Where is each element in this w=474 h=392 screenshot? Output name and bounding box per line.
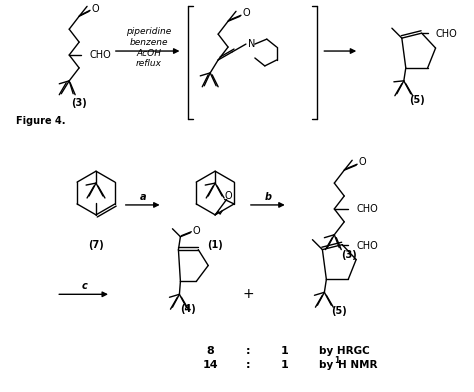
Text: :: : — [246, 346, 250, 356]
Text: CHO: CHO — [436, 29, 457, 39]
Text: (7): (7) — [88, 240, 104, 250]
Text: (5): (5) — [331, 306, 347, 316]
Text: piperidine: piperidine — [126, 27, 171, 36]
Text: a: a — [139, 192, 146, 202]
Text: N: N — [248, 39, 255, 49]
Text: 1: 1 — [281, 346, 289, 356]
Text: :: : — [246, 360, 250, 370]
Text: (5): (5) — [409, 95, 425, 105]
Text: CHO: CHO — [356, 204, 378, 214]
Text: by: by — [319, 360, 337, 370]
Text: c: c — [81, 281, 87, 291]
Text: reflux: reflux — [136, 60, 162, 69]
Text: 1: 1 — [281, 360, 289, 370]
Text: 14: 14 — [202, 360, 218, 370]
Text: O: O — [358, 157, 366, 167]
Text: (4): (4) — [181, 304, 196, 314]
Text: (3): (3) — [71, 98, 87, 108]
Text: CHO: CHO — [356, 241, 378, 250]
Text: +: + — [242, 287, 254, 301]
Text: Figure 4.: Figure 4. — [16, 116, 65, 125]
Text: AcOH: AcOH — [136, 49, 161, 58]
Text: H NMR: H NMR — [338, 360, 378, 370]
Text: b: b — [264, 192, 271, 202]
Text: (3): (3) — [341, 250, 357, 260]
Text: 8: 8 — [206, 346, 214, 356]
Text: CHO: CHO — [89, 50, 111, 60]
Text: (1): (1) — [207, 240, 223, 250]
Text: O: O — [91, 4, 99, 15]
Text: by HRGC: by HRGC — [319, 346, 370, 356]
Text: O: O — [225, 191, 232, 200]
Text: benzene: benzene — [129, 38, 168, 47]
Text: O: O — [192, 226, 200, 236]
Text: 1: 1 — [334, 356, 339, 365]
Text: O: O — [242, 8, 250, 18]
